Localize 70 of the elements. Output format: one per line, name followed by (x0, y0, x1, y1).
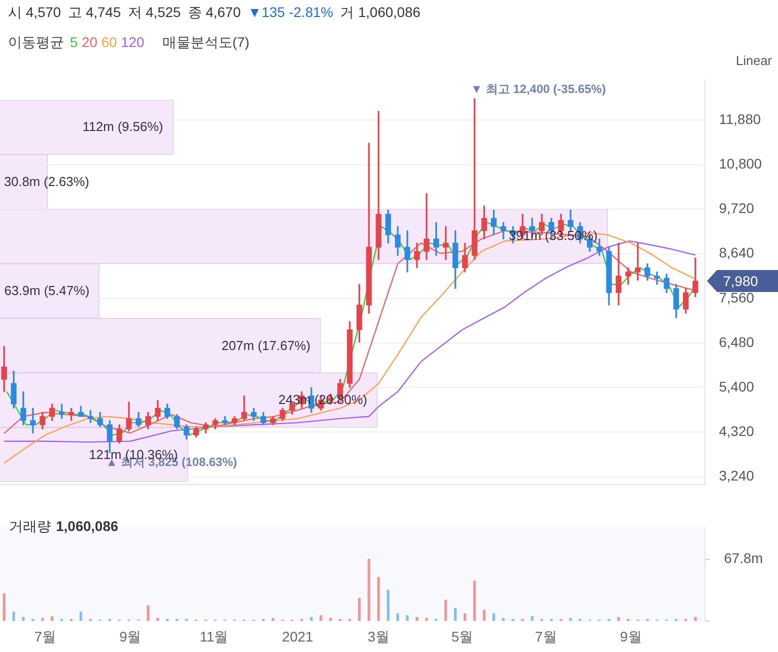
annotation: 1,060,086 (56, 518, 118, 534)
bar (454, 608, 457, 621)
bar (502, 618, 505, 621)
chart-title: 매물분석도(7) (162, 34, 250, 50)
text: 20 (82, 34, 98, 50)
y-tick-label: 67.8m (724, 550, 763, 566)
bar (473, 580, 476, 621)
bar (22, 617, 25, 621)
annotation: ▼ 최고 12,400 (-35.65%) (470, 82, 606, 96)
y-tick-label: 11,880 (719, 110, 761, 127)
text: 7,980 (723, 272, 758, 289)
y-tick-label: 10,800 (719, 155, 762, 172)
bar (482, 610, 486, 621)
text: 시 4,570 (8, 4, 61, 20)
bar (569, 618, 572, 621)
bar (272, 618, 274, 621)
bar (50, 616, 54, 621)
text: ▼135 -2.81% (248, 4, 334, 20)
x-tick-label: 11월 (200, 628, 228, 644)
text: 고 4,745 (68, 4, 121, 20)
x-tick-label: 5월 (451, 628, 474, 644)
y-tick-label: 6,480 (719, 334, 754, 350)
bar (444, 600, 448, 621)
text: Linear (736, 53, 772, 68)
y-tick-label: 9,720 (719, 200, 754, 216)
bar (530, 616, 534, 621)
text: 60 (101, 34, 117, 50)
bar (80, 612, 82, 621)
bar (617, 617, 620, 621)
bar (386, 590, 390, 621)
bar (358, 598, 361, 621)
bar (396, 613, 400, 621)
y-tick-label: 8,640 (719, 244, 754, 261)
bar (146, 605, 150, 621)
data-label: 30.8m (2.63%) (4, 174, 90, 190)
text: 종 4,670 (188, 4, 241, 20)
bar (416, 617, 418, 621)
bar (406, 615, 409, 621)
bar (694, 617, 697, 621)
x-tick-label: 7월 (34, 628, 56, 644)
text: 거 1,060,086 (340, 4, 420, 20)
text: 5 (70, 34, 78, 50)
y-tick-label: 4,320 (719, 423, 754, 440)
text: 저 4,525 (128, 4, 181, 20)
x-tick-label: 9월 (620, 628, 642, 644)
bar (329, 618, 332, 621)
legend-title: 이동평균 (8, 34, 64, 50)
bar (464, 613, 466, 621)
data-label: 112m (9.56%) (82, 119, 164, 136)
x-tick-label: 3월 (368, 628, 390, 644)
y-tick-label: 7,560 (719, 289, 754, 306)
text: 120 (120, 34, 144, 50)
data-label: 207m (17.67%) (222, 338, 310, 354)
bar (377, 577, 380, 621)
x-tick-label: 2021 (282, 628, 314, 644)
bar (156, 618, 160, 621)
bar (425, 618, 428, 621)
bar (310, 617, 313, 621)
data-label: 63.9m (5.47%) (4, 283, 90, 299)
x-tick-label: 7월 (534, 628, 557, 644)
y-tick-label: 3,240 (719, 468, 754, 484)
y-tick-label: 5,400 (719, 378, 754, 394)
bar (12, 612, 16, 621)
x-tick-label: 9월 (119, 628, 142, 644)
bar (2, 593, 6, 621)
chart-title: 거래량 (9, 518, 51, 534)
bar (41, 618, 44, 621)
bar (492, 613, 496, 621)
bar (368, 558, 370, 621)
bar (320, 615, 322, 621)
